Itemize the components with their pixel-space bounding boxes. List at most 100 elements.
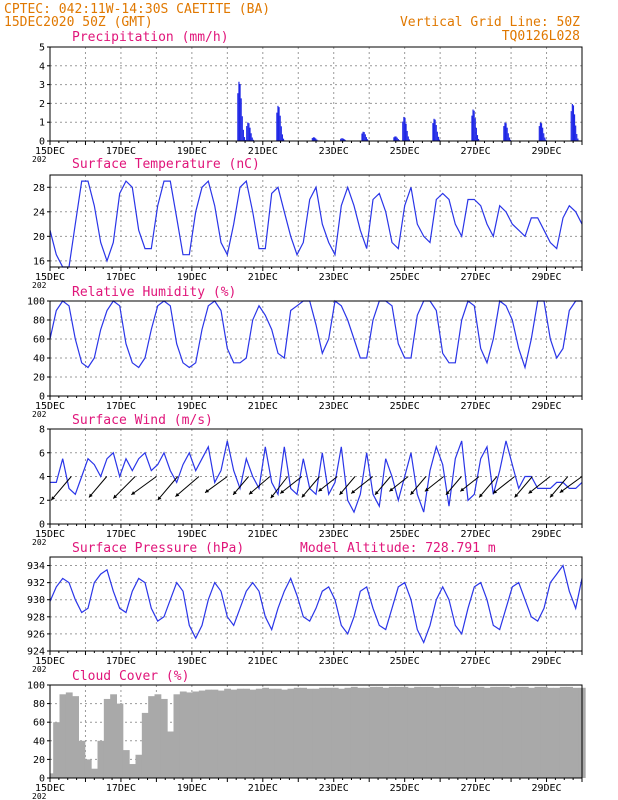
panel-wind: Surface Wind (m/s) 0 2 4 6 8 15DEC 17DEC 19DEC 21… [32,413,583,547]
cloud-bar [281,689,288,778]
x-tick-label: 29DEC [531,656,561,667]
x-tick-label: 23DEC [319,401,349,412]
precip-bar [577,138,579,141]
cloud-bar [414,686,421,778]
precip-bar [402,121,404,141]
wind-arrow-head [410,490,415,495]
wind-arrow-head [351,489,356,494]
x-tick-label: 19DEC [177,146,207,157]
panel-temperature: Surface Temperature (nC) 16 20 24 28 15DEC 17D… [32,157,583,290]
precip-bar [473,110,475,141]
precip-bar [571,103,573,141]
precip-bar [471,115,473,141]
precip-bar [282,138,285,141]
precip-bar [545,139,547,141]
wind-arrow-head [374,490,379,495]
precip-bar [252,139,254,141]
x-tick-label: 15DEC [35,272,65,283]
precip-bar [504,122,506,141]
wind-arrow [492,476,515,494]
cloud-bar [59,694,67,778]
wind-arrow [528,476,551,494]
x-tick-label: 25DEC [390,272,420,283]
precip-bar [544,137,546,141]
clipped-year-label: 202 [32,792,47,800]
precip-bar [312,137,315,141]
wind-arrow-head [479,493,483,498]
clipped-year-label: 202 [32,538,47,547]
header-model-code: TQ0126L028 [502,29,580,44]
wind-arrow [350,476,374,494]
x-tick-label: 21DEC [248,401,278,412]
wind-arrow-head [131,491,136,495]
cloud-bar [293,687,301,778]
cloud-bar [388,686,396,778]
y-tick-label: 100 [27,297,45,308]
cloud-bar [53,722,60,778]
precip-bar [341,138,343,141]
precip-bar [434,119,436,141]
x-tick-label: 25DEC [390,529,420,540]
panel-title-pressure: Surface Pressure (hPa) [72,541,244,556]
x-tick-label: 27DEC [461,529,491,540]
clipped-year-label: 202 [32,281,47,290]
x-tick-label: 25DEC [390,146,420,157]
wind-arrow [175,476,200,498]
cloud-bar [129,764,136,778]
cloud-bar [103,698,111,778]
cloud-bar [72,696,79,778]
x-tick-label: 27DEC [461,146,491,157]
x-tick-label: 29DEC [531,401,561,412]
cloud-bar [344,687,352,778]
cloud-bar [509,687,516,778]
clipped-year-label: 202 [32,410,47,419]
y-tick-label: 1 [39,118,45,129]
x-tick-label: 15DEC [35,656,65,667]
precip-bar [403,116,405,141]
header-location: CPTEC: 042:11W-14:30S CAETITE (BA) [4,2,270,17]
cloud-bar [363,687,371,778]
cloud-bar [141,712,149,778]
wind-arrow [410,476,427,496]
precip-bar [397,139,399,141]
x-tick-label: 17DEC [106,401,136,412]
x-tick-label: 19DEC [177,401,207,412]
wind-arrow [131,476,157,496]
y-tick-label: 4 [39,61,45,72]
panel-frame-humidity [49,300,583,397]
panel-title-precipitation: Precipitation (mm/h) [72,30,229,45]
y-tick-label: 60 [33,335,45,346]
cloud-bar [426,686,434,778]
cloud-bar [464,687,472,778]
precip-bar [241,116,243,141]
y-tick-label: 20 [33,755,45,766]
wind-arrow [301,476,320,498]
precip-bar [472,109,474,141]
x-tick-label: 25DEC [390,656,420,667]
y-tick-label: 24 [33,207,45,218]
cloud-bar [350,686,358,778]
cloud-bar [458,687,466,778]
panel-title-temperature: Surface Temperature (nC) [72,157,260,172]
x-tick-label: 25DEC [390,401,420,412]
cloud-bar [395,686,402,778]
precip-bar [251,137,253,141]
panel-frame-precipitation [49,46,583,142]
wind-arrow [112,476,136,499]
cloud-bar [471,686,478,778]
x-tick-label: 23DEC [319,783,349,794]
cloud-bar [369,686,377,778]
panel-pressure: Surface Pressure (hPa) Model Altitude: 72… [27,541,583,674]
x-tick-label: 21DEC [248,783,278,794]
y-tick-label: 5 [39,43,45,54]
cloud-bar [268,688,276,778]
x-tick-label: 21DEC [248,529,278,540]
cloud-bar [224,688,231,778]
panel-humidity: Relative Humidity (%) 0 20 40 60 80 100 15DEC 17… [27,285,583,419]
cloud-bar [521,686,529,778]
x-tick-label: 17DEC [106,783,136,794]
cloud-bar [167,731,174,778]
cloud-bar [179,691,187,778]
x-tick-label: 15DEC [35,529,65,540]
cloud-bar [148,696,155,778]
